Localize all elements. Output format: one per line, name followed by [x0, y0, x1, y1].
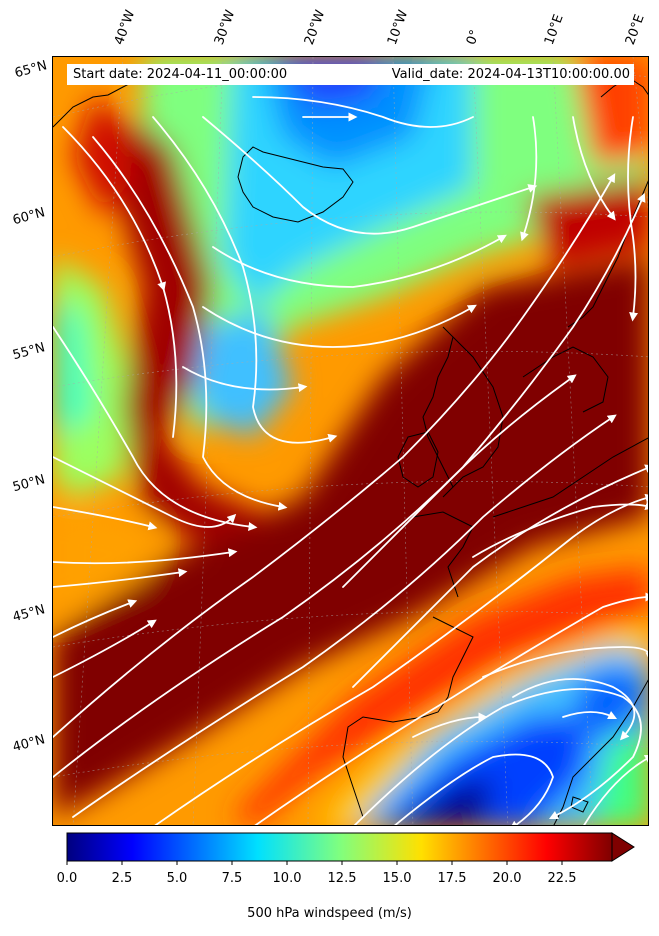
- north-europe-coast: [492, 437, 648, 518]
- denmark-coast: [522, 346, 609, 413]
- sardinia-coast: [570, 796, 589, 813]
- colorbar-tick-label: 5.0: [166, 871, 188, 886]
- colorbar-tick-label: 17.5: [437, 871, 467, 886]
- start-date-text: Start date: 2024-04-11_00:00:00: [73, 67, 288, 82]
- norway-coast: [567, 180, 648, 328]
- iberia-coast: [342, 616, 474, 818]
- colorbar-tick-label: 20.0: [492, 871, 522, 886]
- colorbar-tick-label: 15.0: [382, 871, 412, 886]
- lon-label-20e: 20°E: [622, 12, 648, 48]
- lat-label-50n: 50°N: [11, 472, 47, 496]
- lon-label-40w: 40°W: [111, 8, 139, 47]
- lon-label-10e: 10°E: [541, 12, 567, 48]
- lon-label-10w: 10°W: [384, 8, 412, 47]
- lon-label-20w: 20°W: [301, 8, 329, 47]
- lon-label-0: 0°: [463, 27, 484, 47]
- colorbar-tick-label: 10.0: [272, 871, 302, 886]
- colorbar-gradient: [66, 832, 613, 862]
- valid-date-text: Valid_date: 2024-04-13T10:00:00.00: [391, 67, 630, 82]
- colorbar-label: 500 hPa windspeed (m/s): [247, 906, 412, 921]
- britain-east-coast: [452, 336, 504, 488]
- streamlines: [53, 96, 648, 825]
- colorbar: [66, 832, 635, 865]
- colorbar-tick-label: 22.5: [547, 871, 577, 886]
- lat-label-40n: 40°N: [11, 732, 47, 756]
- lat-label-55n: 55°N: [11, 340, 47, 364]
- lat-label-60n: 60°N: [11, 205, 47, 229]
- lon-label-30w: 30°W: [211, 8, 239, 47]
- lat-label-65n: 65°N: [13, 58, 49, 82]
- colorbar-tick-label: 7.5: [221, 871, 243, 886]
- colorbar-ticks: [66, 861, 563, 865]
- map-panel: [52, 56, 649, 826]
- date-banner: Start date: 2024-04-11_00:00:00 Valid_da…: [67, 64, 634, 85]
- colorbar-extend-arrow: [611, 832, 635, 862]
- colorbar-tick-label: 12.5: [327, 871, 357, 886]
- colorbar-tick-label: 2.5: [111, 871, 133, 886]
- iceland-coast: [237, 146, 354, 223]
- lat-label-45n: 45°N: [11, 602, 47, 626]
- windspeed-map: [53, 57, 648, 825]
- windspeed-field: [53, 57, 648, 825]
- france-coast: [412, 511, 474, 598]
- colorbar-tick-label: 0.0: [56, 871, 78, 886]
